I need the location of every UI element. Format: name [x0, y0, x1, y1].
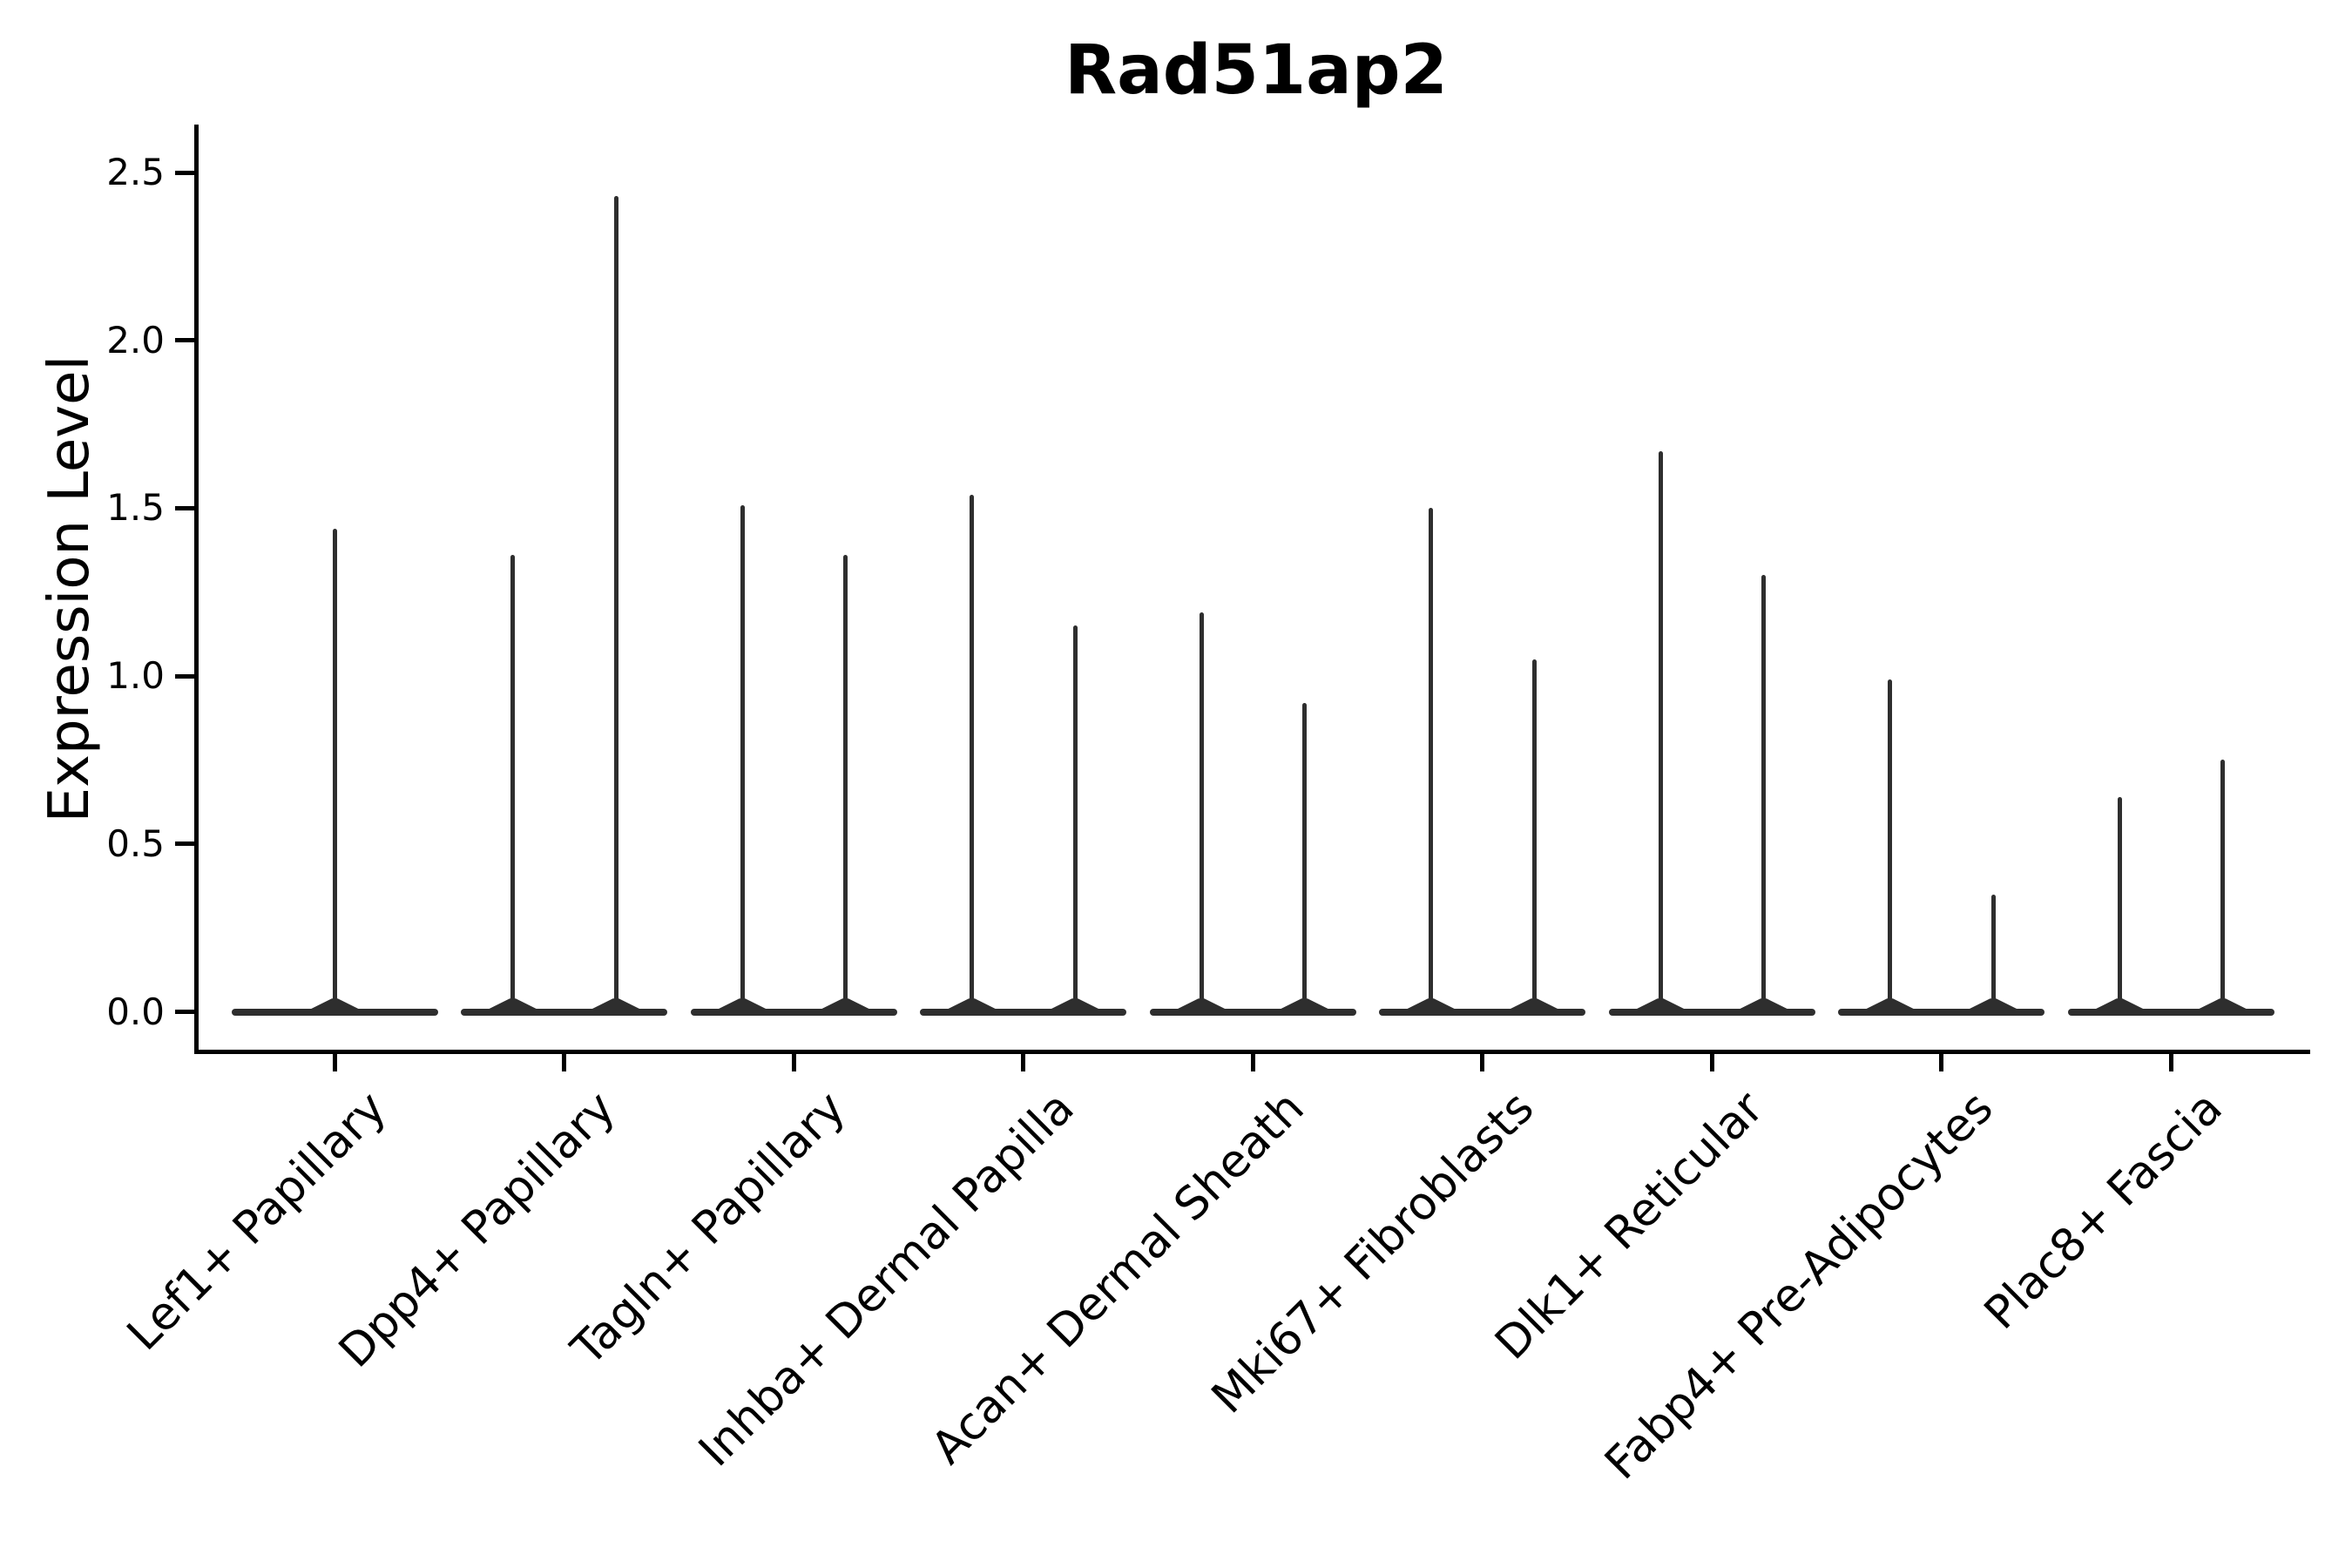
violin-spike	[332, 528, 337, 1015]
x-tick	[791, 1054, 796, 1071]
y-tick-label: 0.5	[106, 821, 165, 865]
x-tick	[1021, 1054, 1026, 1071]
violin-spike	[2117, 796, 2122, 1015]
violin-spike	[1658, 450, 1663, 1015]
violin-baseline	[1838, 1008, 2045, 1016]
violin-spike	[1072, 625, 1078, 1015]
x-tick	[1480, 1054, 1485, 1071]
y-tick-label: 1.0	[106, 654, 165, 698]
x-axis-spine	[194, 1050, 2310, 1054]
violin-spike	[613, 195, 618, 1015]
violin-spike	[1302, 702, 1307, 1015]
x-tick	[2168, 1054, 2173, 1071]
y-tick	[175, 841, 194, 847]
y-tick-label: 2.0	[106, 318, 165, 362]
x-tick-label: Inhba+ Dermal Papilla	[689, 1081, 1085, 1477]
violin-spike	[510, 555, 516, 1015]
x-tick-label: Plac8+ Fascia	[1974, 1081, 2233, 1340]
violin-baseline	[2067, 1008, 2274, 1016]
y-tick-label: 0.0	[106, 990, 165, 1033]
chart-title: Rad51ap2	[1064, 31, 1448, 110]
violin-spike	[1888, 679, 1893, 1015]
violin-spike	[1429, 508, 1434, 1015]
y-axis-spine	[194, 125, 199, 1054]
violin-spike	[1990, 894, 1996, 1015]
x-tick	[1939, 1054, 1944, 1071]
violin-spike	[970, 494, 975, 1015]
y-tick	[175, 673, 194, 679]
x-tick	[1709, 1054, 1714, 1071]
y-tick	[175, 1010, 194, 1014]
violin-spike	[2220, 760, 2225, 1015]
violin-baseline	[461, 1008, 668, 1016]
violin-spike	[1199, 612, 1204, 1015]
violin-spike	[1761, 575, 1766, 1015]
y-tick-label: 1.5	[106, 486, 165, 530]
x-tick-label: Fabp4+ Pre-Adipocytes	[1594, 1081, 2004, 1490]
x-tick	[1250, 1054, 1255, 1071]
violin-baseline	[690, 1008, 897, 1016]
x-tick	[562, 1054, 567, 1071]
violin-spike	[1531, 659, 1537, 1015]
violin-baseline	[1149, 1008, 1356, 1016]
violin-spike	[843, 555, 848, 1015]
y-tick	[175, 505, 194, 510]
y-tick	[175, 338, 194, 343]
x-tick	[332, 1054, 337, 1071]
violin-baseline	[1608, 1008, 1815, 1016]
y-tick-label: 2.5	[106, 151, 165, 193]
y-tick	[175, 170, 194, 175]
violin-baseline	[920, 1008, 1127, 1016]
violin-spike	[740, 504, 745, 1015]
violin-baseline	[1379, 1008, 1586, 1016]
x-tick-label: Acan+ Dermal Sheath	[921, 1081, 1315, 1475]
